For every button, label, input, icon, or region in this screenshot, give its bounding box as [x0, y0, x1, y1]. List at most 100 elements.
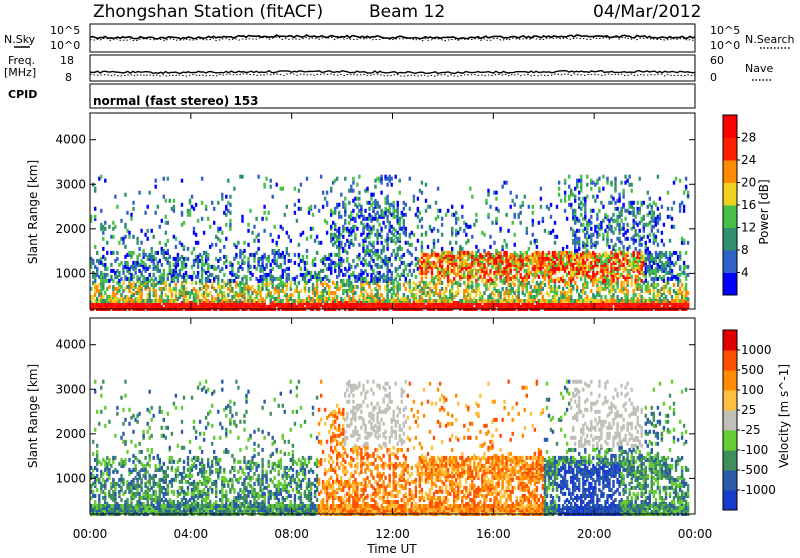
heatmap-cell — [265, 263, 267, 267]
heatmap-cell — [286, 247, 288, 251]
heatmap-cell — [435, 305, 437, 309]
heatmap-cell — [344, 243, 346, 247]
heatmap-cell — [386, 267, 388, 271]
heatmap-cell — [586, 241, 588, 245]
heatmap-cell — [344, 297, 346, 301]
heatmap-cell — [312, 213, 314, 217]
heatmap-cell — [108, 285, 110, 289]
heatmap-cell — [322, 205, 324, 209]
heatmap-cell — [507, 297, 509, 301]
heatmap-cell — [165, 215, 167, 219]
heatmap-cell — [221, 231, 223, 235]
heatmap-cell — [457, 265, 459, 269]
heatmap-cell — [235, 253, 237, 257]
heatmap-cell — [572, 285, 574, 289]
heatmap-cell — [610, 181, 612, 185]
heatmap-cell — [471, 299, 473, 303]
heatmap-cell — [229, 195, 231, 199]
heatmap-cell — [586, 285, 588, 289]
heatmap-cell — [165, 199, 167, 203]
heatmap-cell — [104, 179, 106, 183]
heatmap-cell — [328, 285, 330, 289]
heatmap-cell — [239, 285, 241, 289]
heatmap-cell — [96, 297, 98, 301]
heatmap-cell — [265, 287, 267, 291]
heatmap-cell — [243, 241, 245, 245]
heatmap-cell — [346, 251, 348, 255]
heatmap-cell — [270, 179, 272, 183]
heatmap-cell — [475, 245, 477, 249]
heatmap-cell — [108, 225, 110, 229]
heatmap-cell — [633, 201, 635, 205]
heatmap-cell — [144, 285, 146, 289]
nave-tick-top: 60 — [710, 54, 724, 67]
heatmap-cell — [278, 265, 280, 269]
heatmap-cell — [610, 225, 612, 229]
heatmap-cell — [185, 271, 187, 275]
heatmap-cell — [278, 235, 280, 239]
heatmap-cell — [231, 267, 233, 271]
heatmap-cell — [528, 281, 530, 285]
heatmap-cell — [580, 201, 582, 205]
heatmap-cell — [205, 291, 207, 295]
heatmap-cell — [614, 207, 616, 211]
heatmap-cell — [358, 191, 360, 195]
heatmap-cell — [653, 233, 655, 237]
heatmap-cell — [344, 197, 346, 201]
heatmap-cell — [350, 239, 352, 243]
heatmap-cell — [239, 281, 241, 285]
heatmap-cell — [195, 281, 197, 285]
heatmap-cell — [411, 253, 413, 257]
heatmap-cell — [481, 255, 483, 259]
heatmap-cell — [92, 259, 94, 263]
heatmap-cell — [288, 267, 290, 271]
heatmap-cell — [451, 231, 453, 235]
heatmap-cell — [600, 225, 602, 229]
heatmap-cell — [413, 269, 415, 273]
heatmap-cell — [167, 277, 169, 281]
heatmap-cell — [530, 241, 532, 245]
heatmap-cell — [144, 269, 146, 273]
heatmap-cell — [286, 287, 288, 291]
heatmap-cell — [132, 207, 134, 211]
heatmap-cell — [290, 281, 292, 285]
heatmap-cell — [374, 213, 376, 217]
heatmap-cell — [223, 291, 225, 295]
heatmap-cell — [606, 215, 608, 219]
heatmap-cell — [499, 291, 501, 295]
nsky-tick-bottom: 10^0 — [50, 39, 80, 52]
heatmap-cell — [243, 255, 245, 259]
heatmap-cell — [441, 281, 443, 285]
heatmap-cell — [167, 295, 169, 299]
heatmap-cell — [544, 277, 546, 281]
heatmap-cell — [399, 233, 401, 237]
heatmap-cell — [360, 293, 362, 297]
heatmap-cell — [626, 279, 628, 283]
heatmap-cell — [350, 215, 352, 219]
heatmap-cell — [618, 193, 620, 197]
heatmap-cell — [249, 265, 251, 269]
heatmap-cell — [586, 195, 588, 199]
heatmap-cell — [475, 293, 477, 297]
heatmap-cell — [191, 195, 193, 199]
heatmap-cell — [389, 257, 391, 261]
heatmap-cell — [272, 267, 274, 271]
heatmap-cell — [532, 289, 534, 293]
heatmap-cell — [263, 205, 265, 209]
heatmap-cell — [330, 225, 332, 229]
heatmap-cell — [340, 215, 342, 219]
heatmap-cell — [265, 273, 267, 277]
heatmap-cell — [505, 181, 507, 185]
heatmap-cell — [639, 177, 641, 181]
heatmap-cell — [120, 285, 122, 289]
heatmap-cell — [457, 251, 459, 255]
heatmap-cell — [270, 185, 272, 189]
heatmap-cell — [330, 187, 332, 191]
heatmap-cell — [620, 213, 622, 217]
heatmap-cell — [505, 251, 507, 255]
heatmap-cell — [247, 243, 249, 247]
heatmap-cell — [352, 229, 354, 233]
heatmap-cell — [614, 253, 616, 257]
heatmap-cell — [326, 275, 328, 279]
heatmap-cell — [354, 237, 356, 241]
